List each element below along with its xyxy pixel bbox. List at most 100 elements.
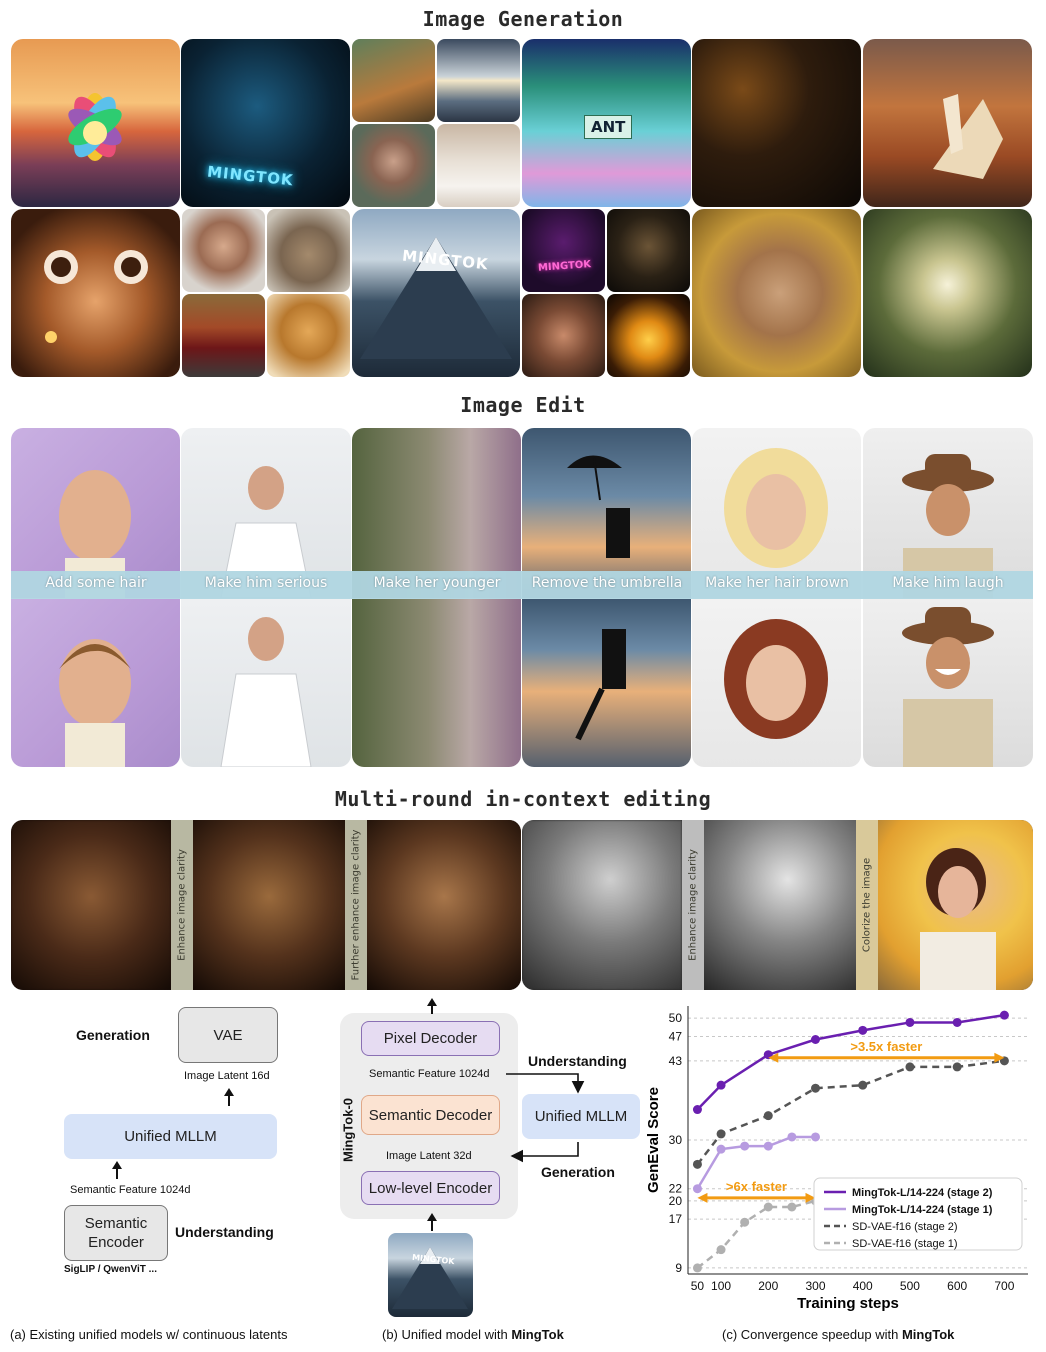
data-point — [858, 1080, 868, 1090]
data-point — [716, 1245, 726, 1255]
man-portrait-image — [182, 209, 265, 292]
x-tick-label: 50 — [691, 1279, 705, 1293]
data-point — [858, 1025, 868, 1035]
laughing-woman-image — [522, 294, 605, 377]
b-semantic-feature-label: Semantic Feature 1024d — [369, 1068, 490, 1080]
data-point — [787, 1202, 797, 1212]
strip-label: Further enhance image clarity — [345, 820, 367, 990]
data-point — [999, 1010, 1009, 1020]
data-point — [763, 1111, 773, 1121]
legend-entry: SD-VAE-f16 (stage 1) — [852, 1238, 958, 1250]
data-point — [787, 1132, 797, 1142]
edit-elderly-woman-before — [352, 428, 521, 598]
ant-sign-text: ANT — [584, 115, 633, 139]
edit-caption: Make him serious — [204, 575, 328, 591]
cowboy-laugh-shape — [902, 607, 994, 767]
strip-text: Enhance image clarity — [176, 849, 188, 961]
edit-caption: Make her younger — [373, 575, 501, 591]
data-point — [811, 1083, 820, 1093]
mingtok-side-label: MingTok-0 — [333, 1090, 363, 1170]
data-point — [763, 1141, 773, 1151]
multiround-umbrella-strip: Enhance image clarity Colorize the image — [522, 820, 1033, 990]
edit-elderly-woman-after — [352, 599, 521, 767]
data-point — [952, 1062, 962, 1072]
x-tick-label: 100 — [711, 1279, 731, 1293]
series-line — [696, 1199, 816, 1269]
cat-image — [267, 209, 350, 292]
x-tick-label: 200 — [758, 1279, 778, 1293]
bw-round-0 — [522, 820, 682, 990]
b-understanding-label: Understanding — [528, 1053, 627, 1069]
edit-blonde-woman-before — [692, 428, 861, 598]
mingtok-glow-text: MINGTOK — [206, 162, 295, 190]
a-encoder-text: Semantic Encoder — [84, 1214, 148, 1252]
glowing-pineapple-image — [607, 294, 690, 377]
data-point — [692, 1105, 702, 1115]
data-point — [740, 1141, 750, 1151]
edit-caption: Add some hair — [45, 575, 147, 591]
legend-entry: SD-VAE-f16 (stage 2) — [852, 1221, 958, 1233]
crystal-bear-image: ANT — [522, 39, 691, 207]
b-input-image: MINGTOK — [388, 1233, 473, 1317]
b-mllm-box: Unified MLLM — [522, 1094, 640, 1139]
edit-caption-bar: Add some hair Make him serious Make her … — [11, 571, 1033, 599]
legend-entry: MingTok-L/14-224 (stage 2) — [852, 1187, 993, 1199]
y-tick-label: 50 — [669, 1011, 683, 1025]
red-car-image — [182, 294, 265, 377]
mountain-image: MINGTOK — [352, 209, 520, 377]
caption-c: (c) Convergence speedup with MingTok — [722, 1327, 955, 1342]
brown-hair-shape — [724, 619, 828, 739]
squirrel-image — [352, 39, 435, 122]
portrait-round-2 — [367, 820, 521, 990]
a-mllm-text: Unified MLLM — [124, 1128, 217, 1145]
strip-text: Colorize the image — [861, 857, 873, 953]
woman-portrait-image — [352, 124, 435, 207]
legend-box — [813, 1177, 1023, 1251]
a-vae-text: VAE — [213, 1026, 243, 1044]
strip-label: Enhance image clarity — [171, 820, 193, 990]
edit-brown-hair-after — [692, 599, 861, 767]
data-point — [692, 1184, 702, 1194]
mingtok-side-text: MingTok-0 — [340, 1097, 356, 1163]
x-tick-label: 700 — [994, 1279, 1014, 1293]
speedup-label: >6x faster — [726, 1179, 787, 1194]
portrait-round-0 — [11, 820, 171, 990]
woman-color-shape — [920, 848, 996, 990]
data-point — [716, 1144, 726, 1154]
lotus-image — [11, 39, 180, 207]
umbrella-silhouette — [567, 455, 630, 558]
b-pixel-decoder-box: Pixel Decoder — [361, 1021, 500, 1056]
b-arrow-up-bottom — [427, 1213, 437, 1231]
b-generation-label: Generation — [541, 1164, 615, 1180]
y-tick-label: 17 — [669, 1212, 683, 1226]
b-arrow-up-top — [427, 998, 437, 1014]
x-tick-label: 600 — [947, 1279, 967, 1293]
series-line — [696, 1059, 1005, 1166]
data-point — [716, 1080, 726, 1090]
b-pixel-decoder-text: Pixel Decoder — [383, 1030, 478, 1047]
bedroom-image — [437, 124, 520, 207]
edit-caption: Remove the umbrella — [531, 575, 683, 591]
data-point — [740, 1217, 750, 1227]
legend-entry: MingTok-L/14-224 (stage 1) — [852, 1204, 993, 1216]
x-tick-label: 500 — [900, 1279, 920, 1293]
mountain-shape — [360, 237, 512, 359]
data-point — [905, 1017, 915, 1027]
child-face-image — [11, 209, 180, 377]
speedup-arrowhead — [994, 1052, 1005, 1063]
x-axis-label: Training steps — [797, 1295, 899, 1312]
eagle-crown-image — [607, 209, 690, 292]
data-point — [811, 1035, 820, 1044]
neon-text: MINGTOK — [537, 259, 592, 274]
edit-cowboy-before — [863, 428, 1033, 598]
data-point — [716, 1129, 726, 1139]
y-tick-label: 43 — [669, 1054, 683, 1068]
b-low-encoder-text: Low-level Encoder — [368, 1179, 493, 1197]
y-tick-label: 22 — [669, 1182, 683, 1196]
edit-umbrella-after — [522, 599, 691, 767]
swan-shape — [933, 94, 1003, 179]
b-semantic-decoder-text: Semantic Decoder — [368, 1106, 493, 1124]
series-line — [696, 1013, 1005, 1111]
neon-cat-image: MINGTOK — [522, 209, 605, 292]
b-flow-arrows — [506, 1073, 585, 1163]
